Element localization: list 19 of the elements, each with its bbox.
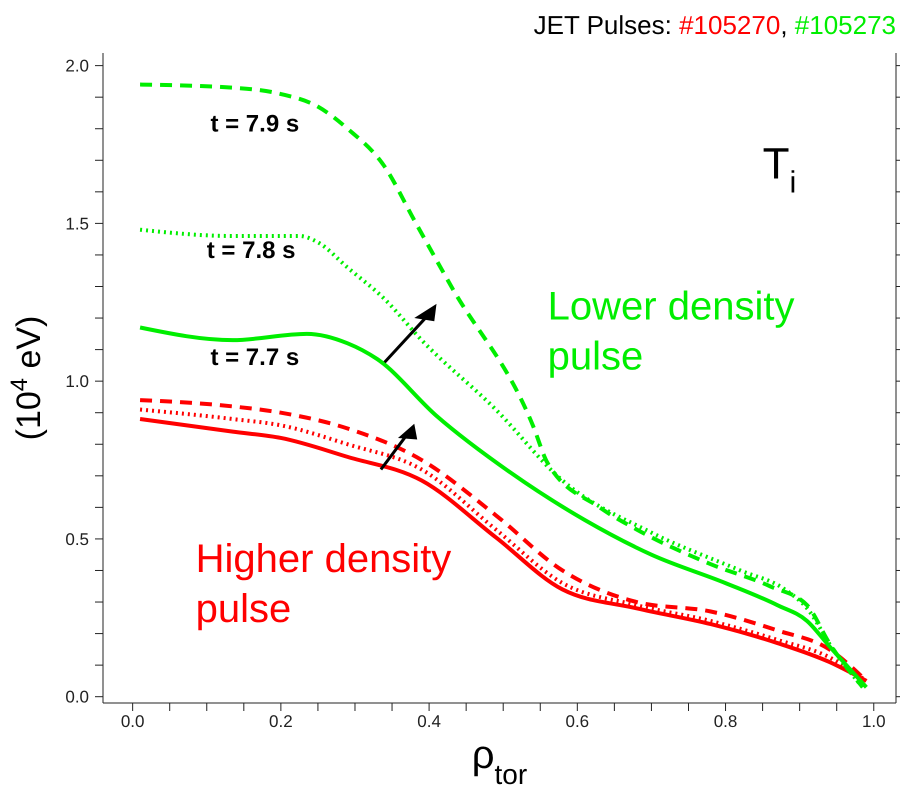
y-tick-label: 1.0 (65, 372, 89, 392)
x-tick-label: 1.0 (862, 712, 886, 731)
y-tick-label: 0.5 (65, 530, 89, 549)
annotation: t = 7.8 s (206, 237, 296, 264)
x-tick-label: 0.2 (269, 712, 293, 731)
annotation: T$_{i}$ (762, 139, 796, 200)
annotation: t = 7.9 s (210, 110, 300, 138)
chart-title: JET Pulses: #105270, #105273 (534, 10, 896, 40)
annotation: Higher density pulse (196, 536, 452, 631)
y-tick-label: 0.0 (65, 688, 89, 707)
y-tick-label: 2.0 (65, 56, 89, 76)
x-tick-label: 0.0 (120, 712, 144, 731)
annotation: t = 7.7 s (210, 344, 300, 372)
x-axis-title: ρ$_{tor}$ (472, 733, 528, 790)
x-tick-label: 0.6 (565, 712, 590, 731)
annotation: Lower density pulse (548, 284, 794, 378)
x-tick-label: 0.4 (417, 712, 441, 731)
y-tick-label: 1.5 (65, 214, 89, 234)
x-tick-label: 0.8 (714, 712, 738, 731)
